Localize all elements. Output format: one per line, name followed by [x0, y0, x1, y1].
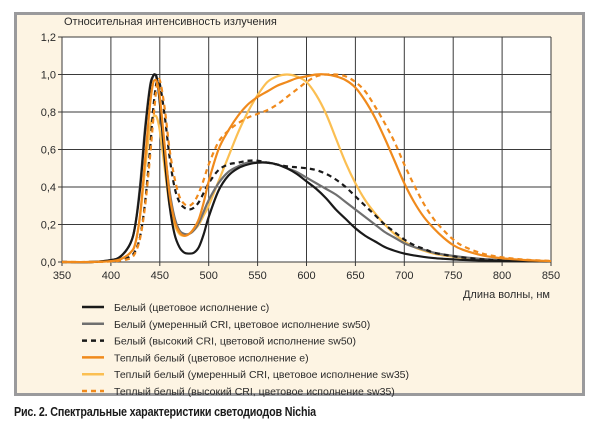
- y-axis: 0,0 0,2 0,4 0,6 0,8 1,0 1,2: [41, 32, 62, 269]
- y-tick-label: 0,8: [41, 107, 56, 119]
- figure-caption: Рис. 2. Спектральные характеристики свет…: [14, 405, 316, 419]
- grid: [61, 36, 552, 263]
- y-tick-label: 1,0: [41, 70, 56, 82]
- series-lines: [61, 73, 552, 264]
- series-line-5: [61, 73, 552, 264]
- x-tick-label: 600: [297, 270, 315, 282]
- legend-label: Белый (высокий CRI, цветовой исполнение …: [114, 336, 356, 348]
- x-tick-label: 800: [493, 270, 511, 282]
- y-tick-label: 0,4: [41, 182, 56, 194]
- legend-label: Теплый белый (умеренный CRI, цветовое ис…: [114, 369, 409, 381]
- y-tick-label: 0,0: [41, 257, 56, 269]
- x-tick-label: 750: [444, 270, 462, 282]
- series-line-0: [61, 73, 552, 264]
- legend-label: Белый (цветовое исполнение с): [114, 302, 269, 314]
- y-tick-label: 0,6: [41, 145, 56, 157]
- x-tick-label: 500: [200, 270, 218, 282]
- legend-label: Белый (умеренный CRI, цветовое исполнени…: [114, 319, 370, 331]
- y-tick-label: 0,2: [41, 220, 56, 232]
- y-tick-label: 1,2: [41, 32, 56, 44]
- x-axis-label: Длина волны, нм: [463, 289, 550, 301]
- x-tick-label: 350: [53, 270, 71, 282]
- x-tick-label: 650: [346, 270, 364, 282]
- legend-label: Теплый белый (высокий CRI, цветовое испо…: [114, 386, 395, 398]
- x-tick-label: 550: [248, 270, 266, 282]
- x-tick-label: 450: [151, 270, 169, 282]
- legend-label: Теплый белый (цветовое исполнение е): [114, 352, 309, 364]
- x-tick-label: 700: [395, 270, 413, 282]
- x-tick-label: 850: [542, 270, 560, 282]
- series-line-3: [61, 73, 552, 264]
- legend: Белый (цветовое исполнение с) Белый (умер…: [82, 302, 409, 398]
- x-axis: 350 400 450 500 550 600 650 700 750 800 850: [53, 262, 560, 282]
- y-axis-label: Относительная интенсивность излучения: [64, 16, 277, 28]
- x-tick-label: 400: [102, 270, 120, 282]
